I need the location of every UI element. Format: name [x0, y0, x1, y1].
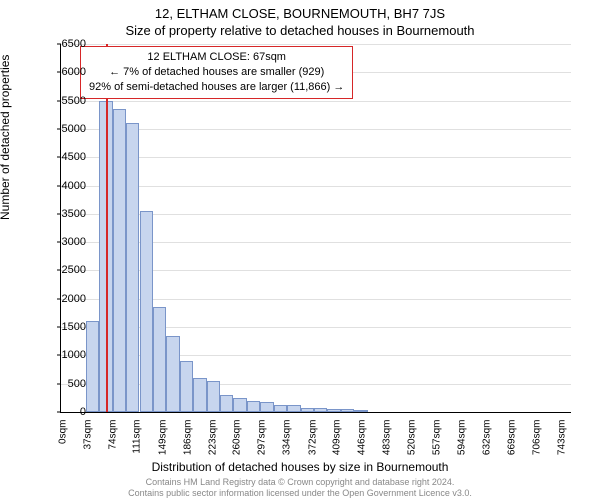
y-tick-label: 4500	[46, 151, 86, 163]
x-tick-label: 186sqm	[182, 420, 193, 465]
annotation-line3: 92% of semi-detached houses are larger (…	[89, 80, 344, 95]
y-tick-mark	[57, 72, 61, 73]
histogram-bar	[354, 410, 367, 412]
y-tick-label: 0	[46, 406, 86, 418]
annotation-line1: 12 ELTHAM CLOSE: 67sqm	[89, 50, 344, 65]
histogram-bar	[153, 307, 166, 412]
annotation-box: 12 ELTHAM CLOSE: 67sqm ← 7% of detached …	[80, 46, 353, 99]
y-tick-mark	[57, 100, 61, 101]
x-tick-label: 669sqm	[506, 420, 517, 465]
y-tick-label: 5500	[46, 95, 86, 107]
histogram-bar	[260, 402, 273, 412]
x-tick-label: 520sqm	[406, 420, 417, 465]
x-tick-label: 632sqm	[482, 420, 493, 465]
x-tick-label: 743sqm	[556, 420, 567, 465]
x-tick-label: 594sqm	[456, 420, 467, 465]
histogram-bar	[86, 321, 99, 412]
property-marker-line	[106, 44, 108, 412]
annotation-line2: ← 7% of detached houses are smaller (929…	[89, 65, 344, 80]
x-tick-label: 149sqm	[157, 420, 168, 465]
histogram-bar	[193, 378, 206, 412]
plot-area	[60, 44, 571, 413]
y-tick-mark	[57, 270, 61, 271]
histogram-bar	[274, 405, 287, 412]
x-tick-label: 706sqm	[531, 420, 542, 465]
title-main: 12, ELTHAM CLOSE, BOURNEMOUTH, BH7 7JS	[0, 0, 600, 21]
x-tick-label: 372sqm	[307, 420, 318, 465]
y-tick-label: 3000	[46, 236, 86, 248]
y-tick-mark	[57, 298, 61, 299]
y-tick-label: 4000	[46, 180, 86, 192]
x-tick-label: 37sqm	[82, 420, 93, 465]
x-tick-label: 334sqm	[282, 420, 293, 465]
histogram-bar	[166, 336, 179, 412]
histogram-bar	[301, 408, 314, 412]
x-tick-label: 446sqm	[357, 420, 368, 465]
y-tick-mark	[57, 185, 61, 186]
gridline-h	[61, 44, 571, 45]
x-tick-label: 297sqm	[257, 420, 268, 465]
y-tick-mark	[57, 355, 61, 356]
histogram-bar	[126, 123, 139, 412]
y-tick-mark	[57, 242, 61, 243]
y-tick-label: 1500	[46, 321, 86, 333]
x-tick-label: 483sqm	[382, 420, 393, 465]
chart-container: 12, ELTHAM CLOSE, BOURNEMOUTH, BH7 7JS S…	[0, 0, 600, 500]
histogram-bar	[327, 409, 340, 412]
x-tick-label: 111sqm	[132, 420, 143, 465]
y-tick-label: 2500	[46, 264, 86, 276]
x-tick-label: 409sqm	[332, 420, 343, 465]
x-tick-label: 260sqm	[232, 420, 243, 465]
y-tick-mark	[57, 128, 61, 129]
x-tick-label: 557sqm	[431, 420, 442, 465]
y-tick-label: 5000	[46, 123, 86, 135]
y-tick-label: 500	[46, 378, 86, 390]
y-tick-label: 2000	[46, 293, 86, 305]
y-tick-mark	[57, 412, 61, 413]
x-tick-label: 0sqm	[58, 420, 69, 465]
x-tick-label: 223sqm	[207, 420, 218, 465]
histogram-bar	[341, 409, 354, 412]
histogram-bar	[287, 405, 300, 412]
footer-line2: Contains public sector information licen…	[0, 488, 600, 499]
y-tick-mark	[57, 44, 61, 45]
y-axis-label: Number of detached properties	[0, 55, 12, 220]
histogram-bar	[220, 395, 233, 412]
title-sub: Size of property relative to detached ho…	[0, 21, 600, 38]
histogram-bar	[113, 109, 126, 412]
footer: Contains HM Land Registry data © Crown c…	[0, 477, 600, 499]
histogram-bar	[233, 398, 246, 412]
y-tick-label: 6500	[46, 38, 86, 50]
y-tick-label: 3500	[46, 208, 86, 220]
y-tick-mark	[57, 383, 61, 384]
histogram-bar	[314, 408, 327, 412]
gridline-h	[61, 101, 571, 102]
y-tick-mark	[57, 327, 61, 328]
histogram-bar	[207, 381, 220, 412]
footer-line1: Contains HM Land Registry data © Crown c…	[0, 477, 600, 488]
histogram-bar	[247, 401, 260, 412]
y-tick-mark	[57, 213, 61, 214]
x-tick-label: 74sqm	[107, 420, 118, 465]
y-tick-label: 6000	[46, 66, 86, 78]
y-tick-mark	[57, 157, 61, 158]
y-tick-label: 1000	[46, 349, 86, 361]
histogram-bar	[140, 211, 153, 412]
histogram-bar	[180, 361, 193, 412]
